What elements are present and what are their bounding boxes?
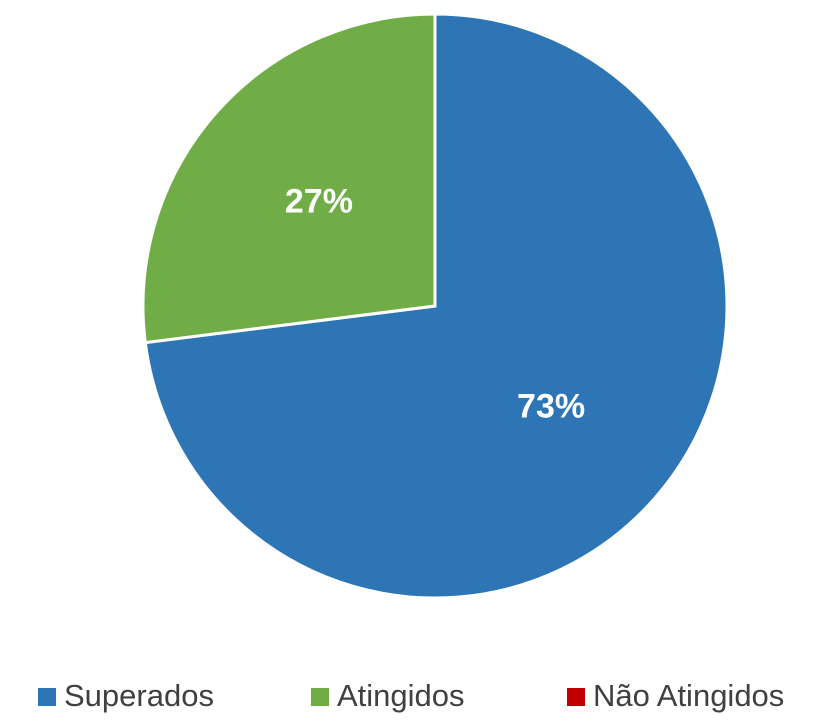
value-label: 73% <box>517 387 585 425</box>
legend-swatch <box>567 688 585 706</box>
value-label: 27% <box>285 183 353 221</box>
legend-label: Superados <box>64 678 214 713</box>
legend-swatch <box>38 688 56 706</box>
legend-swatch <box>311 688 329 706</box>
pie-slice <box>141 12 437 345</box>
legend-label: Não Atingidos <box>593 678 784 713</box>
legend-label: Atingidos <box>337 678 465 713</box>
